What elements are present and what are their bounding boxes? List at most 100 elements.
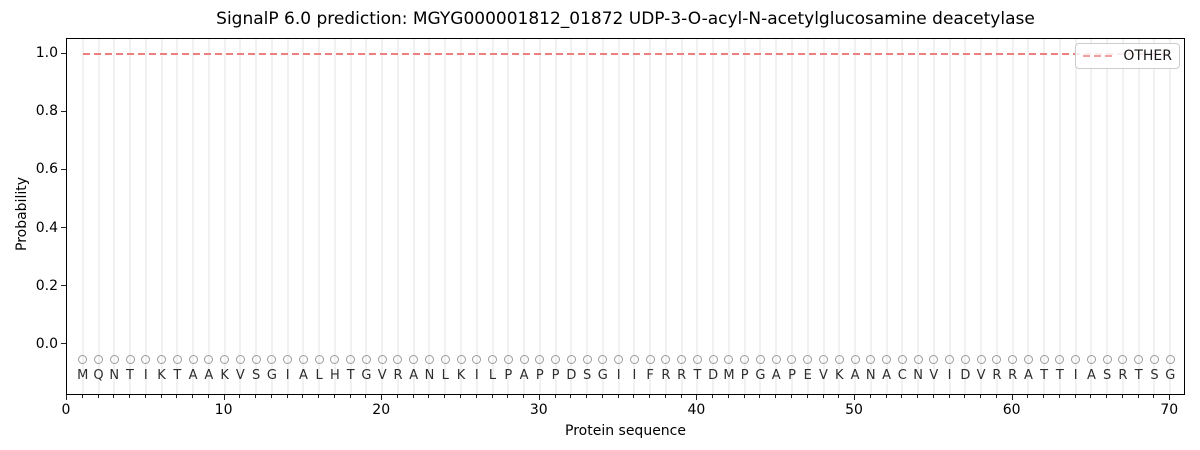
x-minor-tick bbox=[1121, 395, 1123, 398]
y-tick-label: 0.6 bbox=[35, 161, 58, 178]
residue-marker-icon bbox=[834, 354, 844, 364]
gridline bbox=[302, 39, 305, 394]
gridline bbox=[97, 39, 100, 394]
residue-marker-icon bbox=[1149, 354, 1159, 364]
gridline bbox=[1043, 39, 1046, 394]
residue-marker-icon bbox=[109, 354, 119, 364]
residue-marker-icon bbox=[125, 354, 135, 364]
x-minor-tick bbox=[144, 395, 146, 398]
gridline bbox=[239, 39, 242, 394]
y-tick bbox=[61, 343, 66, 345]
legend-dashed-line-icon bbox=[1083, 55, 1116, 57]
residue-marker-icon bbox=[976, 354, 986, 364]
residue-letter: P bbox=[504, 368, 513, 384]
residue-letter: S bbox=[1150, 368, 1159, 384]
residue-letter: L bbox=[315, 368, 323, 384]
x-minor-tick bbox=[570, 395, 572, 398]
residue-marker-icon bbox=[850, 354, 860, 364]
residue-letter: A bbox=[1023, 368, 1033, 384]
residue-marker-icon bbox=[1102, 354, 1112, 364]
residue-marker-icon bbox=[1039, 354, 1049, 364]
residue-marker-icon bbox=[1118, 354, 1128, 364]
gridline bbox=[680, 39, 683, 394]
residue-letter: N bbox=[865, 368, 876, 384]
residue-marker-icon bbox=[645, 354, 655, 364]
x-minor-tick bbox=[129, 395, 131, 398]
residue-marker-icon bbox=[361, 354, 371, 364]
x-minor-tick bbox=[759, 395, 761, 398]
residue-letter: I bbox=[1073, 368, 1078, 384]
x-minor-tick bbox=[1027, 395, 1029, 398]
gridline bbox=[475, 39, 478, 394]
gridline bbox=[554, 39, 557, 394]
gridline bbox=[570, 39, 573, 394]
residue-letter: I bbox=[947, 368, 952, 384]
residue-marker-icon bbox=[330, 354, 340, 364]
y-tick bbox=[61, 285, 66, 287]
residue-marker-icon bbox=[78, 354, 88, 364]
residue-letter: S bbox=[251, 368, 261, 384]
residue-letter: M bbox=[723, 368, 735, 384]
residue-letter: K bbox=[157, 368, 166, 384]
gridline bbox=[869, 39, 872, 394]
gridline bbox=[601, 39, 604, 394]
gridline bbox=[412, 39, 415, 394]
gridline bbox=[144, 39, 147, 394]
residue-marker-icon bbox=[267, 354, 277, 364]
residue-letter: R bbox=[661, 368, 671, 384]
x-minor-tick bbox=[507, 395, 509, 398]
x-minor-tick bbox=[81, 395, 83, 398]
x-minor-tick bbox=[617, 395, 619, 398]
x-minor-tick bbox=[207, 395, 209, 398]
residue-marker-icon bbox=[771, 354, 781, 364]
residue-marker-icon bbox=[897, 354, 907, 364]
residue-letter: R bbox=[677, 368, 687, 384]
residue-letter: R bbox=[393, 368, 403, 384]
gridline bbox=[192, 39, 195, 394]
x-tick-label: 30 bbox=[529, 402, 548, 418]
residue-marker-icon bbox=[692, 354, 702, 364]
gridline bbox=[176, 39, 179, 394]
x-minor-tick bbox=[901, 395, 903, 398]
residue-letter: A bbox=[409, 368, 419, 384]
residue-letter: E bbox=[803, 368, 812, 384]
gridline bbox=[365, 39, 368, 394]
residue-letter: G bbox=[597, 368, 608, 384]
x-minor-tick bbox=[412, 395, 414, 398]
residue-marker-icon bbox=[251, 354, 261, 364]
gridline bbox=[696, 39, 699, 394]
residue-marker-icon bbox=[945, 354, 955, 364]
x-minor-tick bbox=[523, 395, 525, 398]
residue-marker-icon bbox=[314, 354, 324, 364]
gridline bbox=[964, 39, 967, 394]
gridline bbox=[932, 39, 935, 394]
residue-letter: I bbox=[632, 368, 637, 384]
y-tick bbox=[61, 110, 66, 112]
residue-marker-icon bbox=[488, 354, 498, 364]
x-tick-label: 60 bbox=[1002, 402, 1021, 418]
residue-marker-icon bbox=[960, 354, 970, 364]
residue-marker-icon bbox=[94, 354, 104, 364]
residue-letter: V bbox=[235, 368, 245, 384]
residue-letter: I bbox=[143, 368, 148, 384]
x-minor-tick bbox=[1153, 395, 1155, 398]
gridline bbox=[948, 39, 951, 394]
y-tick bbox=[61, 168, 66, 170]
chart-title: SignalP 6.0 prediction: MGYG000001812_01… bbox=[216, 9, 1035, 29]
residue-letter: T bbox=[126, 368, 134, 384]
residue-letter: T bbox=[1055, 368, 1064, 384]
residue-marker-icon bbox=[472, 354, 482, 364]
x-minor-tick bbox=[176, 395, 178, 398]
residue-letter: T bbox=[693, 368, 702, 384]
residue-letter: T bbox=[346, 368, 355, 384]
x-minor-tick bbox=[885, 395, 887, 398]
residue-marker-icon bbox=[598, 354, 608, 364]
x-major-tick bbox=[1011, 395, 1013, 400]
residue-marker-icon bbox=[677, 354, 687, 364]
residue-marker-icon bbox=[519, 354, 529, 364]
residue-marker-icon bbox=[787, 354, 797, 364]
gridline bbox=[538, 39, 541, 394]
x-minor-tick bbox=[649, 395, 651, 398]
residue-letter: A bbox=[850, 368, 860, 384]
residue-letter: Q bbox=[93, 368, 104, 384]
